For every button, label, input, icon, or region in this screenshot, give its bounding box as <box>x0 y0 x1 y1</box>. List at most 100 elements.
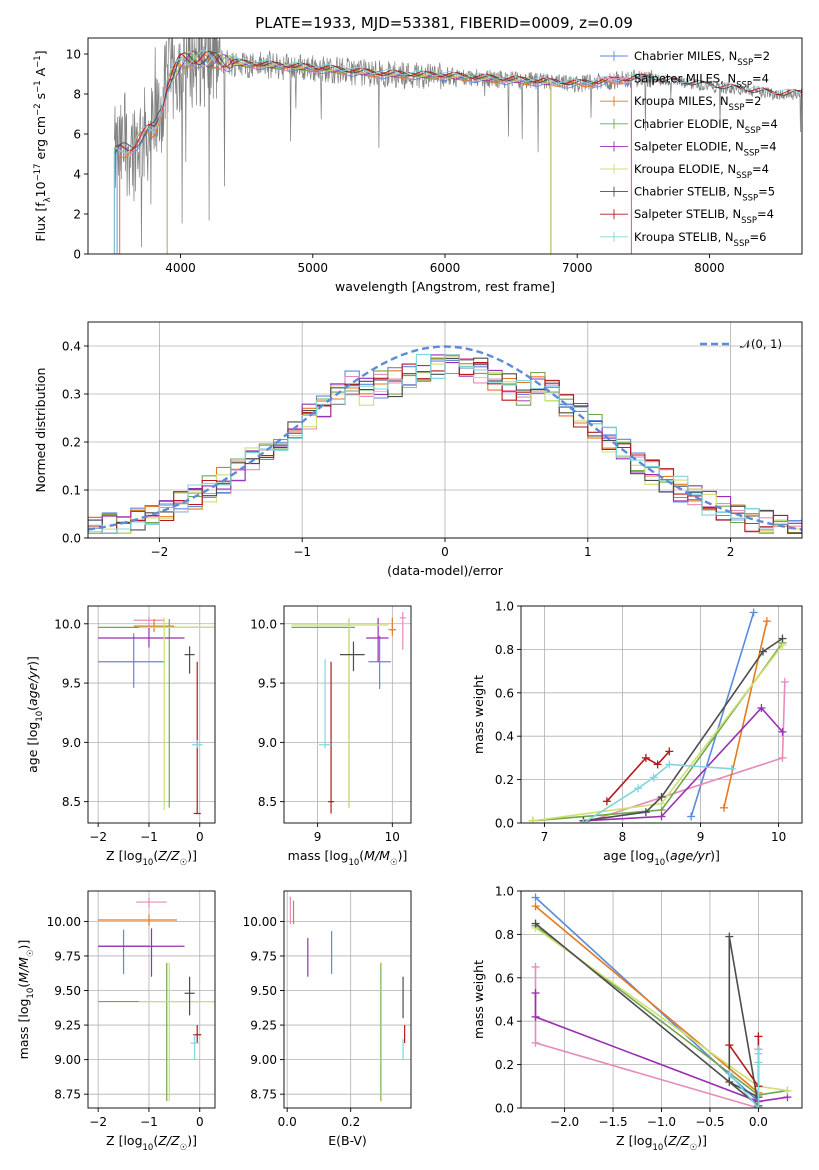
label-part: −2 <box>33 103 43 116</box>
label-part: SSP <box>729 103 745 113</box>
histogram-kroupa-miles <box>88 358 802 534</box>
axes-frame <box>283 890 412 1109</box>
label-part: −1 <box>33 55 43 68</box>
x-tick-label: −1 <box>293 545 311 559</box>
y-axis-label: Normed distribution <box>33 368 48 493</box>
label-part: =4 <box>757 207 774 221</box>
y-tick-label: 9.5 <box>258 677 277 691</box>
x-tick-label: −1.0 <box>647 1115 676 1129</box>
y-tick-label: 0.1 <box>62 484 81 498</box>
label-part: 10 <box>35 711 45 722</box>
label-part: age [log <box>25 722 40 773</box>
plot-area <box>531 893 792 1108</box>
x-axis-label: wavelength [Angstrom, rest frame] <box>335 279 555 294</box>
label-part: Kroupa MILES, N <box>634 94 729 108</box>
label-part: )] <box>187 848 197 863</box>
legend-label-kroupa-elodie: Kroupa ELODIE, NSSP=4 <box>634 162 769 181</box>
point-salpeter-elodie <box>531 988 540 997</box>
label-part: age/yr <box>670 848 711 863</box>
plot-area <box>291 611 406 814</box>
label-part: )] <box>398 848 408 863</box>
y-tick-label: 0.8 <box>495 928 514 942</box>
label-part: =4 <box>761 117 778 131</box>
label-part: Z [log <box>616 1133 652 1148</box>
model-spectrum-salpeter-miles <box>119 54 632 254</box>
x-axis-label: mass [log10(M/M☉)] <box>288 848 408 868</box>
x-tick-label: −2 <box>151 545 169 559</box>
y-tick-label: 0.4 <box>62 340 81 354</box>
legend-label-chabrier-stelib: Chabrier STELIB, NSSP=5 <box>634 185 775 204</box>
point-salpeter-elodie <box>531 1012 540 1021</box>
model-spectrum-kroupa-elodie <box>166 51 552 254</box>
x-tick-label: −1 <box>140 1115 158 1129</box>
x-axis-label: Z [log10(Z/Z☉)] <box>106 1133 197 1153</box>
x-tick-label: −2 <box>89 830 107 844</box>
legend-label-normal: 𝒩(0, 1) <box>740 337 782 351</box>
label-part: mass weight <box>471 960 486 1039</box>
y-tick-label: 0.2 <box>495 1058 514 1072</box>
label-part: Kroupa STELIB, N <box>634 230 734 244</box>
series-line-salpeter-miles <box>583 681 786 823</box>
x-tick-label: −2.0 <box>550 1115 579 1129</box>
y-tick-label: 0.8 <box>495 643 514 657</box>
x-tick-label: 8000 <box>694 261 725 275</box>
y-axis-label: mass weight <box>471 960 486 1039</box>
point-salpeter-stelib <box>641 753 650 762</box>
x-tick-label: 10 <box>771 830 786 844</box>
x-tick-label: 9 <box>314 830 322 844</box>
plot-area <box>98 897 215 1102</box>
point-salpeter-elodie <box>778 727 787 736</box>
histogram-kroupa-stelib <box>88 353 802 534</box>
label-part: −1 <box>33 80 43 93</box>
label-part: M/M <box>364 848 390 863</box>
series-line-chabrier-stelib <box>534 922 760 1108</box>
label-part: mass [log <box>288 848 349 863</box>
y-tick-label: 0.0 <box>495 1102 514 1116</box>
x-tick-label: 0.0 <box>749 1115 768 1129</box>
legend-label-chabrier-miles: Chabrier MILES, NSSP=2 <box>634 49 770 68</box>
label-part: =2 <box>753 49 770 63</box>
point-chabrier-stelib <box>725 1077 734 1086</box>
y-tick-label: 8.5 <box>62 795 81 809</box>
chart-residuals: −2 −1 0 1 2 0.0 0.1 0.2 0.3 0.4 (data-model)/error… <box>33 321 803 578</box>
label-part: ( <box>16 983 31 988</box>
label-part: SSP <box>745 126 761 136</box>
y-axis-label: mass [log10(M/M☉)] <box>16 940 36 1060</box>
point-salpeter-miles <box>531 1038 540 1047</box>
series-line-salpeter-stelib <box>606 750 670 802</box>
y-tick-label: 0 <box>73 248 81 262</box>
label-part: Z [log <box>106 1133 142 1148</box>
point-kroupa-elodie <box>528 816 537 823</box>
point-salpeter-miles <box>531 962 540 971</box>
label-part: E(B-V) <box>328 1133 367 1148</box>
y-tick-label: 0.6 <box>495 686 514 700</box>
plot-area <box>289 896 406 1102</box>
point-kroupa-miles <box>531 902 540 911</box>
label-part: =4 <box>760 139 777 153</box>
x-tick-label: 5000 <box>298 261 329 275</box>
series-line-kroupa-elodie <box>532 644 784 822</box>
x-tick-label: 1 <box>584 545 592 559</box>
label-part: Chabrier ELODIE, N <box>634 117 745 131</box>
label-part: Z [log <box>106 848 142 863</box>
y-tick-label: 8.75 <box>54 1088 81 1102</box>
y-tick-label: 0.0 <box>62 532 81 546</box>
point-chabrier-stelib <box>778 634 787 643</box>
y-tick-label: 8.75 <box>250 1088 277 1102</box>
label-part: ( <box>359 848 364 863</box>
point-kroupa-stelib <box>754 1104 763 1108</box>
label-part: Chabrier STELIB, N <box>634 185 742 199</box>
label-part: =5 <box>758 185 775 199</box>
label-part: =2 <box>744 94 761 108</box>
series-line-salpeter-elodie <box>583 706 784 822</box>
label-part: )] <box>16 940 31 950</box>
label-part: ( <box>153 848 158 863</box>
label-part: ] <box>33 50 48 55</box>
y-tick-label: 10.00 <box>47 915 81 929</box>
label-part: age/yr <box>25 665 40 706</box>
label-part: )] <box>710 848 720 863</box>
x-tick-label: −1 <box>140 830 158 844</box>
point-kroupa-stelib <box>727 764 736 773</box>
